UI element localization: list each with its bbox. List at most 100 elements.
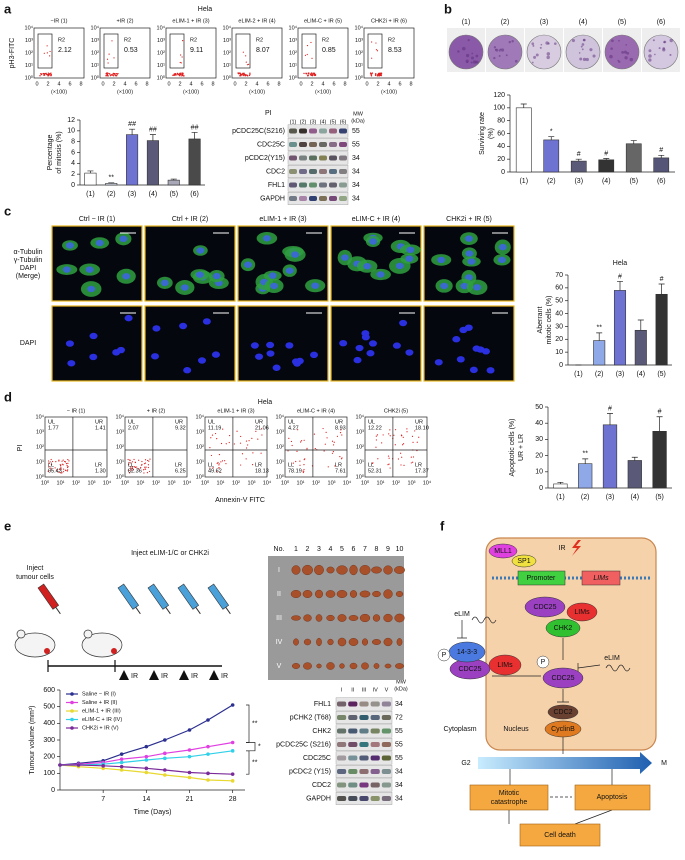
colony bbox=[589, 48, 593, 52]
cell-dot bbox=[181, 73, 184, 76]
cell-dot bbox=[252, 452, 254, 454]
phospho bbox=[437, 648, 451, 662]
cell-dot bbox=[43, 52, 45, 54]
photo-row: IV bbox=[276, 639, 283, 646]
y-tick-label: 10³ bbox=[289, 38, 297, 44]
row-label: FHL1 bbox=[268, 182, 285, 189]
mll1 bbox=[488, 543, 518, 559]
point bbox=[119, 768, 124, 772]
nucleus bbox=[465, 250, 474, 257]
x-tick-label: 2 bbox=[376, 81, 379, 87]
error-bar bbox=[149, 134, 156, 141]
tumour bbox=[316, 663, 322, 669]
cell-dot bbox=[311, 74, 314, 77]
cell-dot bbox=[242, 51, 244, 53]
gate-label: R2 bbox=[190, 37, 197, 43]
cell-dot bbox=[47, 460, 50, 462]
y-tick-label: 10⁰ bbox=[356, 473, 365, 480]
plate bbox=[448, 34, 484, 70]
error-bar bbox=[656, 416, 663, 432]
y-tick-label: 10² bbox=[289, 50, 297, 56]
colony bbox=[535, 53, 539, 57]
band bbox=[337, 796, 347, 801]
quadrant-name: UR bbox=[175, 419, 183, 425]
quadrant-value: 78.19 bbox=[288, 468, 302, 474]
cell-dot bbox=[148, 470, 151, 473]
gate bbox=[103, 33, 119, 69]
x-tick-label: 0 bbox=[101, 81, 104, 87]
band bbox=[381, 769, 391, 774]
y-tick-label: 10¹ bbox=[157, 63, 165, 69]
cell-dot bbox=[300, 440, 303, 442]
region-label: Cytoplasm bbox=[443, 726, 476, 733]
point bbox=[163, 756, 167, 761]
error-bar bbox=[631, 456, 638, 461]
cell-dot bbox=[249, 72, 251, 74]
lims bbox=[566, 602, 598, 622]
cell-dot bbox=[334, 465, 336, 467]
cell-dot bbox=[49, 461, 51, 463]
cell-dot bbox=[412, 441, 414, 443]
x-tick-label: (4) bbox=[602, 178, 611, 185]
bracket bbox=[246, 742, 256, 752]
colony bbox=[621, 50, 625, 54]
flow-plot bbox=[44, 416, 108, 478]
nucleus bbox=[405, 349, 414, 356]
cell-dot bbox=[131, 466, 133, 468]
cell-dot bbox=[411, 435, 414, 437]
y-tick-label: 0 bbox=[539, 485, 543, 492]
plot-title: eLIM-C + IR (5) bbox=[304, 18, 342, 24]
cell-dot bbox=[45, 72, 47, 75]
colony bbox=[592, 54, 596, 58]
cell-dot bbox=[66, 470, 68, 472]
nucleus bbox=[473, 284, 482, 291]
cell-dot bbox=[218, 464, 220, 466]
band bbox=[289, 155, 297, 161]
tumour bbox=[326, 566, 335, 574]
bar bbox=[578, 463, 593, 489]
colony bbox=[662, 47, 666, 50]
quadrant-name: LR bbox=[175, 462, 182, 468]
band bbox=[370, 715, 380, 720]
cell-dot bbox=[242, 72, 244, 74]
nucleus bbox=[85, 266, 94, 273]
annotation: # bbox=[660, 276, 664, 283]
cyclinb-label: CyclinB bbox=[551, 726, 575, 733]
nucleus bbox=[152, 325, 161, 332]
band bbox=[348, 715, 358, 720]
point bbox=[206, 771, 210, 776]
cell-dot bbox=[388, 463, 390, 465]
x-tick-label: (2) bbox=[595, 371, 604, 378]
band bbox=[370, 742, 380, 747]
y-tick-label: 10⁰ bbox=[289, 74, 298, 81]
row-label: GAPDH bbox=[306, 795, 331, 802]
tumour bbox=[395, 591, 404, 597]
cell-dot bbox=[304, 458, 306, 460]
mw-header: (kDa) bbox=[394, 686, 408, 692]
cell-dot bbox=[47, 75, 49, 77]
cell-dot bbox=[332, 444, 335, 446]
quadrant-value: 7.61 bbox=[335, 468, 346, 474]
cell-dot bbox=[106, 72, 108, 74]
bar bbox=[126, 134, 139, 186]
y-tick-label: 10⁴ bbox=[223, 24, 232, 31]
tumour bbox=[291, 663, 301, 669]
error-bar bbox=[582, 458, 589, 464]
colony bbox=[531, 61, 534, 64]
colony bbox=[582, 57, 587, 62]
phospho-label: P bbox=[541, 659, 546, 666]
bar bbox=[543, 139, 560, 173]
nucleus bbox=[310, 351, 319, 359]
cell-dot bbox=[416, 441, 418, 443]
y-tick-label: 500 bbox=[43, 704, 55, 711]
lane-label: IV bbox=[373, 687, 379, 693]
nucleus bbox=[464, 324, 473, 331]
lane-label: (2) bbox=[300, 119, 307, 125]
cell-dot bbox=[310, 72, 313, 74]
region-label: Nucleus bbox=[503, 726, 529, 733]
cell-dot bbox=[46, 45, 48, 47]
syringe bbox=[177, 583, 200, 610]
cell-dot bbox=[220, 442, 223, 445]
cell-dot bbox=[377, 458, 379, 460]
point bbox=[144, 754, 149, 759]
